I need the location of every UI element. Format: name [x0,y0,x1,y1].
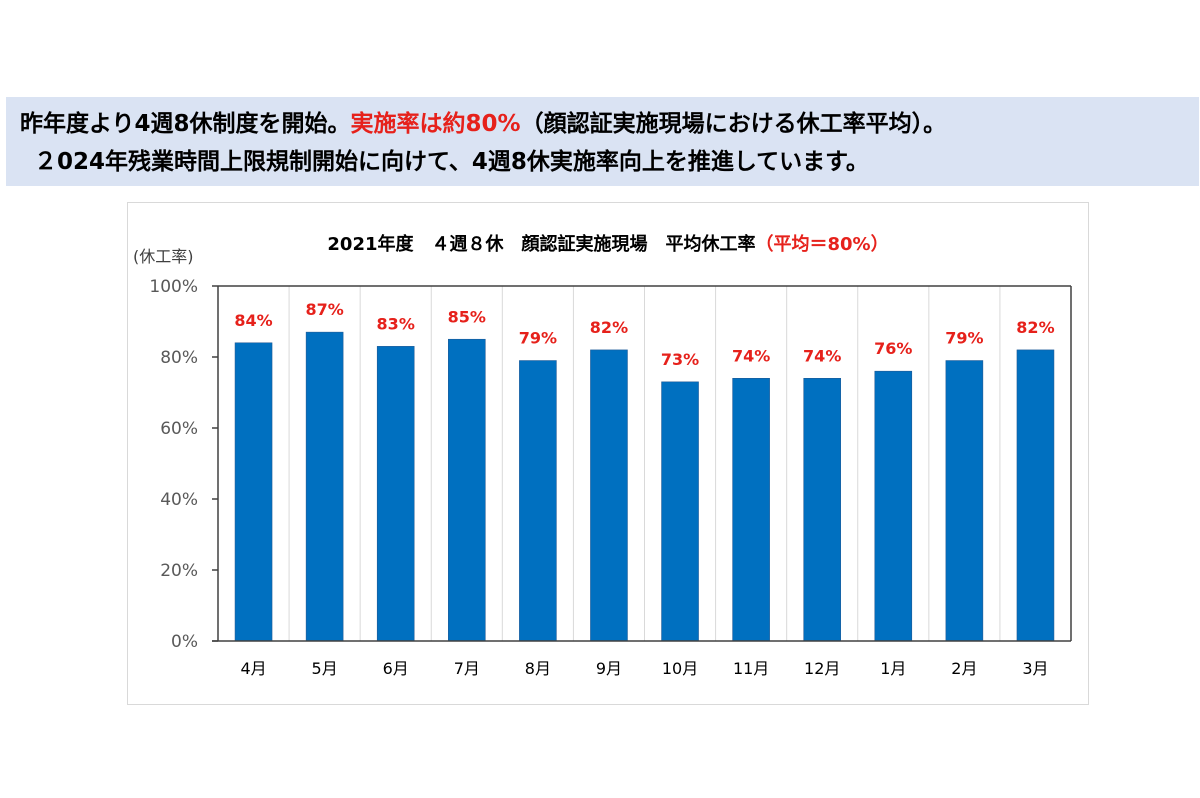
x-tick-label: 9月 [596,659,622,678]
banner-line-1: 昨年度より4週8休制度を開始。実施率は約80%（顔認証実施現場における休工率平均… [20,105,1199,143]
x-tick-label: 10月 [662,659,698,678]
bar [945,360,984,642]
chart-title: 2021年度 ４週８休 顔認証実施現場 平均休工率（平均＝80%） [128,230,1088,256]
bar [376,346,415,642]
chart-labels: 0% 20% 40% 60% 80% 100% 84% 4月 87% 5月 83% 6月 85% 7月 79… [149,277,1054,678]
y-tick-label: 0% [171,632,198,652]
data-label: 82% [1016,318,1054,337]
header-banner: 昨年度より4週8休制度を開始。実施率は約80%（顔認証実施現場における休工率平均… [6,97,1199,186]
data-label: 74% [732,346,770,365]
data-label: 83% [377,314,415,333]
y-axis-label: (休工率) [133,247,194,266]
data-label: 79% [519,329,557,348]
y-tick-label: 40% [160,490,198,510]
data-label: 74% [803,346,841,365]
data-label: 76% [874,339,912,358]
data-label: 82% [590,318,628,337]
chart-panel: 0% 20% 40% 60% 80% 100% 84% 4月 87% 5月 83% 6月 85% 7月 79… [127,202,1089,705]
y-tick-label: 100% [149,277,198,297]
chart-title-main: 2021年度 ４週８休 顔認証実施現場 平均休工率 [327,234,756,255]
banner-line-2: ２024年残業時間上限規制開始に向けて、4週8休実施率向上を推進しています。 [34,149,869,175]
x-tick-label: 6月 [383,659,409,678]
bar-chart: 0% 20% 40% 60% 80% 100% 84% 4月 87% 5月 83% 6月 85% 7月 79… [149,277,1072,678]
x-tick-label: 3月 [1022,659,1048,678]
banner-line-1-suffix: （顔認証実施現場における休工率平均）。 [520,111,947,137]
x-tick-label: 11月 [733,659,769,678]
x-tick-label: 7月 [454,659,480,678]
banner-line-1-prefix: 昨年度より4週8休制度を開始。 [20,111,351,137]
data-label: 79% [945,329,983,348]
bar [1016,349,1055,642]
bar [590,349,628,642]
bar [732,378,770,642]
data-label: 84% [234,311,272,330]
x-tick-label: 8月 [525,659,551,678]
chart-title-average: （平均＝80%） [755,234,889,255]
chart-bars [234,331,1055,642]
banner-line-1-highlight: 実施率は約80% [350,111,521,137]
y-tick-label: 80% [160,348,198,368]
x-tick-label: 5月 [312,659,338,678]
bar [234,342,273,642]
bar [803,378,841,642]
bar [519,360,557,642]
x-tick-label: 2月 [951,659,977,678]
data-label: 85% [448,307,486,326]
bar [305,331,344,642]
y-tick-label: 20% [160,561,198,581]
x-tick-label: 1月 [880,659,906,678]
x-tick-label: 12月 [804,659,840,678]
bar [448,338,486,642]
chart-axes [212,285,1072,642]
bar [661,381,699,642]
y-tick-label: 60% [160,419,198,439]
bar [874,370,913,642]
chart-grid [288,286,1001,641]
data-label: 87% [305,300,343,319]
data-label: 73% [661,350,699,369]
x-tick-label: 4月 [240,659,266,678]
